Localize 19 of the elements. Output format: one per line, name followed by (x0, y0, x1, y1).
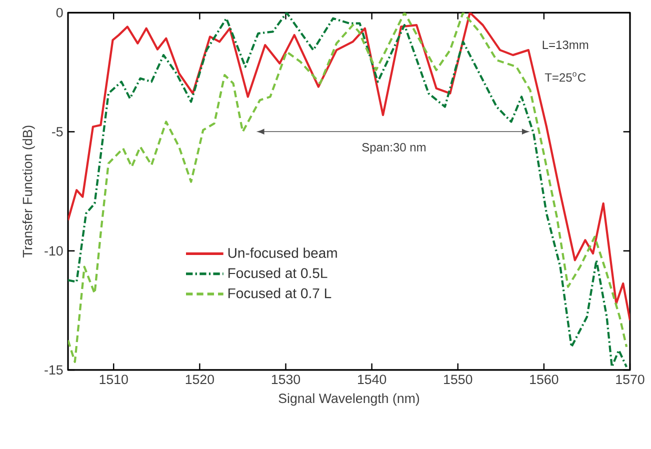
x-tick-label: 1530 (272, 374, 300, 384)
x-tick-label: 1570 (616, 374, 644, 384)
x-tick-label: 1520 (186, 374, 214, 384)
x-tick-label: 1550 (444, 374, 472, 384)
y-tick-label: -5 (52, 127, 63, 136)
legend-label: Focused at 0.7 L (228, 288, 332, 298)
y-tick-label: -10 (44, 246, 63, 256)
y-tick-label: 0 (56, 8, 63, 18)
x-tick-label: 1540 (358, 374, 386, 384)
x-axis-title: Signal Wavelength (nm) (278, 393, 420, 406)
x-tick-label: 1510 (100, 374, 128, 384)
legend-label: Un-focused beam (228, 248, 337, 258)
annotation: Span:30 nm (362, 143, 426, 154)
y-tick-label: -15 (44, 365, 63, 375)
annotation: T=25$^{o}$C (544, 72, 586, 82)
annotation: L=13mm (542, 40, 588, 50)
y-axis-title: Transfer Function (dB) (22, 126, 35, 258)
x-tick-label: 1560 (530, 374, 558, 384)
legend-label: Focused at 0.5L (228, 268, 328, 278)
